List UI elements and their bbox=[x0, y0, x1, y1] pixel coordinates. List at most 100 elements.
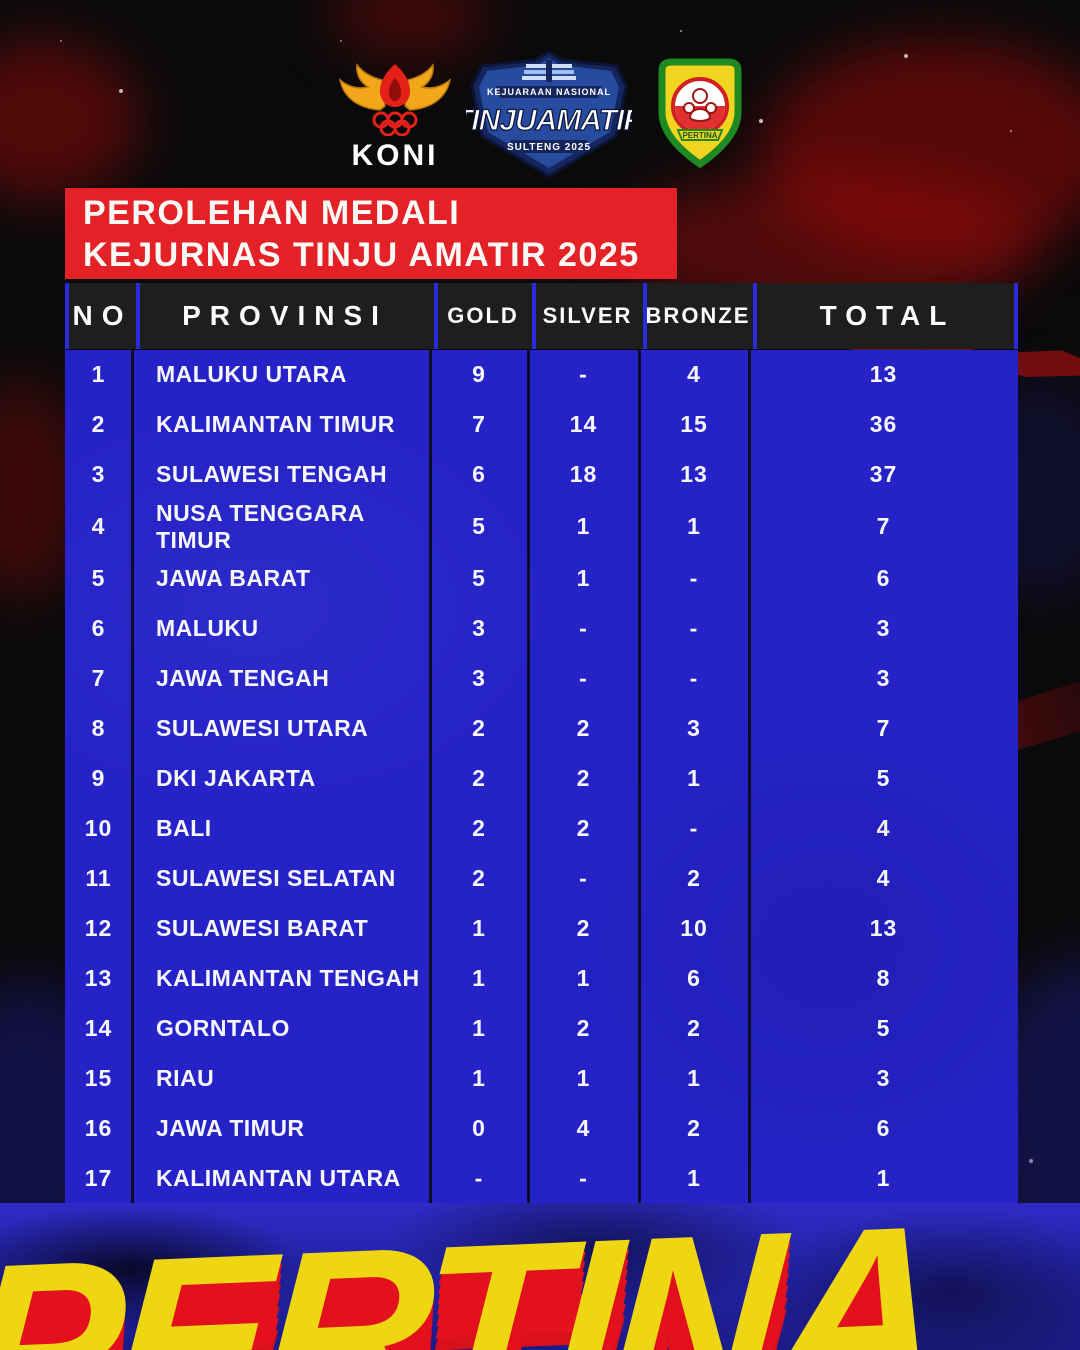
cell-bronze: 1 bbox=[687, 1064, 701, 1091]
cell-provinsi: KALIMANTAN TIMUR bbox=[156, 411, 395, 438]
cell-gold: 1 bbox=[472, 964, 486, 991]
pertina-shield-icon: PERTINA bbox=[658, 58, 742, 169]
cell-provinsi: MALUKU UTARA bbox=[156, 361, 347, 388]
cell-no: 7 bbox=[91, 665, 106, 692]
header-bronze: BRONZE bbox=[645, 303, 751, 328]
header-silver: SILVER bbox=[542, 303, 633, 328]
cell-no: 3 bbox=[91, 461, 106, 488]
cell-gold: 2 bbox=[472, 765, 486, 792]
cell-silver: 2 bbox=[576, 765, 591, 792]
cell-total: 7 bbox=[876, 513, 891, 540]
cell-bronze: 1 bbox=[687, 765, 701, 792]
background-red-grunge bbox=[0, 40, 140, 200]
cell-provinsi: SULAWESI SELATAN bbox=[156, 864, 396, 891]
cell-silver: 2 bbox=[576, 1014, 591, 1041]
cell-provinsi: BALI bbox=[156, 814, 212, 841]
cell-total: 4 bbox=[876, 814, 891, 841]
cell-no: 8 bbox=[91, 715, 106, 742]
cell-gold: 7 bbox=[472, 411, 486, 438]
cell-silver: 1 bbox=[576, 513, 591, 540]
cell-provinsi: RIAU bbox=[156, 1064, 215, 1091]
background-red-grunge bbox=[760, 40, 1080, 260]
cell-bronze: 2 bbox=[687, 864, 701, 891]
cell-gold: 6 bbox=[472, 461, 486, 488]
cell-bronze: - bbox=[689, 615, 699, 642]
header-no: NO bbox=[72, 300, 133, 331]
cell-no: 14 bbox=[84, 1014, 113, 1041]
header-provinsi: PROVINSI bbox=[182, 300, 388, 331]
body-divider bbox=[131, 350, 134, 1203]
header-gold: GOLD bbox=[447, 303, 519, 328]
cell-bronze: 2 bbox=[687, 1014, 701, 1041]
cell-provinsi: JAWA BARAT bbox=[156, 565, 311, 592]
table-row: 8 SULAWESI UTARA 2 2 3 7 bbox=[65, 704, 1018, 754]
cell-silver: - bbox=[579, 615, 588, 642]
medal-table-body: 1 MALUKU UTARA 9 - 4 13 2 KALIMANTAN TIM… bbox=[65, 350, 1018, 1203]
table-row: 1 MALUKU UTARA 9 - 4 13 bbox=[65, 350, 1018, 400]
cell-provinsi: DKI JAKARTA bbox=[156, 765, 316, 792]
cell-bronze: 3 bbox=[687, 715, 701, 742]
cell-total: 5 bbox=[876, 1014, 891, 1041]
cell-silver: - bbox=[579, 665, 588, 692]
cell-gold: 3 bbox=[472, 615, 486, 642]
title-line-1: PEROLEHAN MEDALI bbox=[83, 193, 461, 232]
koni-wings-flame-icon bbox=[338, 63, 452, 137]
table-row: 6 MALUKU 3 - - 3 bbox=[65, 604, 1018, 654]
table-row: 4 NUSA TENGGARA TIMUR 5 1 1 7 bbox=[65, 500, 1018, 554]
cell-bronze: - bbox=[689, 565, 699, 592]
cell-gold: 2 bbox=[472, 715, 486, 742]
cell-total: 7 bbox=[876, 715, 891, 742]
cell-bronze: - bbox=[689, 814, 699, 841]
cell-bronze: 10 bbox=[680, 914, 708, 941]
title-banner: PEROLEHAN MEDALI KEJURNAS TINJU AMATIR 2… bbox=[65, 188, 677, 279]
cell-provinsi: NUSA TENGGARA TIMUR bbox=[156, 499, 364, 553]
cell-silver: 2 bbox=[576, 914, 591, 941]
cell-bronze: - bbox=[689, 665, 699, 692]
cell-total: 8 bbox=[876, 964, 891, 991]
table-row: 2 KALIMANTAN TIMUR 7 14 15 36 bbox=[65, 400, 1018, 450]
cell-no: 16 bbox=[84, 1114, 113, 1141]
table-row: 15 RIAU 1 1 1 3 bbox=[65, 1053, 1018, 1103]
cell-gold: - bbox=[474, 1164, 484, 1191]
cell-no: 13 bbox=[84, 964, 113, 991]
header-total: TOTAL bbox=[819, 300, 956, 331]
cell-gold: 5 bbox=[472, 513, 486, 540]
cell-total: 5 bbox=[876, 765, 891, 792]
cell-bronze: 6 bbox=[687, 964, 701, 991]
table-row: 13 KALIMANTAN TENGAH 1 1 6 8 bbox=[65, 953, 1018, 1003]
cell-provinsi: SULAWESI BARAT bbox=[156, 914, 369, 941]
cell-provinsi: KALIMANTAN TENGAH bbox=[156, 964, 420, 991]
cell-provinsi: SULAWESI TENGAH bbox=[156, 461, 388, 488]
cell-bronze: 15 bbox=[680, 411, 708, 438]
cell-total: 1 bbox=[876, 1164, 891, 1191]
medal-table-header: NO PROVINSI GOLD SILVER BRONZE TOTAL bbox=[65, 283, 1018, 349]
cell-provinsi: SULAWESI UTARA bbox=[156, 715, 369, 742]
table-row: 9 DKI JAKARTA 2 2 1 5 bbox=[65, 754, 1018, 804]
cell-provinsi: MALUKU bbox=[156, 615, 259, 642]
table-row: 14 GORNTALO 1 2 2 5 bbox=[65, 1003, 1018, 1053]
cell-bronze: 13 bbox=[680, 461, 708, 488]
table-row: 16 JAWA TIMUR 0 4 2 6 bbox=[65, 1103, 1018, 1153]
body-divider bbox=[638, 350, 641, 1203]
cell-silver: 2 bbox=[576, 814, 591, 841]
cell-total: 13 bbox=[869, 361, 898, 388]
cell-bronze: 1 bbox=[687, 513, 701, 540]
header-divider bbox=[643, 283, 647, 349]
koni-logo: KONI bbox=[330, 58, 460, 172]
cell-gold: 1 bbox=[472, 1014, 486, 1041]
title-line-2: KEJURNAS TINJU AMATIR 2025 bbox=[83, 235, 640, 274]
bottom-graphic-band: PERTINA bbox=[0, 1203, 1080, 1350]
cell-total: 13 bbox=[869, 914, 898, 941]
pertina-logo: PERTINA bbox=[648, 56, 752, 174]
cell-silver: - bbox=[579, 361, 588, 388]
cell-provinsi: JAWA TIMUR bbox=[156, 1114, 305, 1141]
cell-no: 11 bbox=[85, 864, 112, 891]
svg-text:SULTENG 2025: SULTENG 2025 bbox=[507, 142, 591, 153]
pertina-label: PERTINA bbox=[682, 131, 717, 140]
table-row: 5 JAWA BARAT 5 1 - 6 bbox=[65, 554, 1018, 604]
cell-no: 17 bbox=[84, 1164, 113, 1191]
table-row: 10 BALI 2 2 - 4 bbox=[65, 804, 1018, 854]
cell-no: 1 bbox=[91, 361, 106, 388]
